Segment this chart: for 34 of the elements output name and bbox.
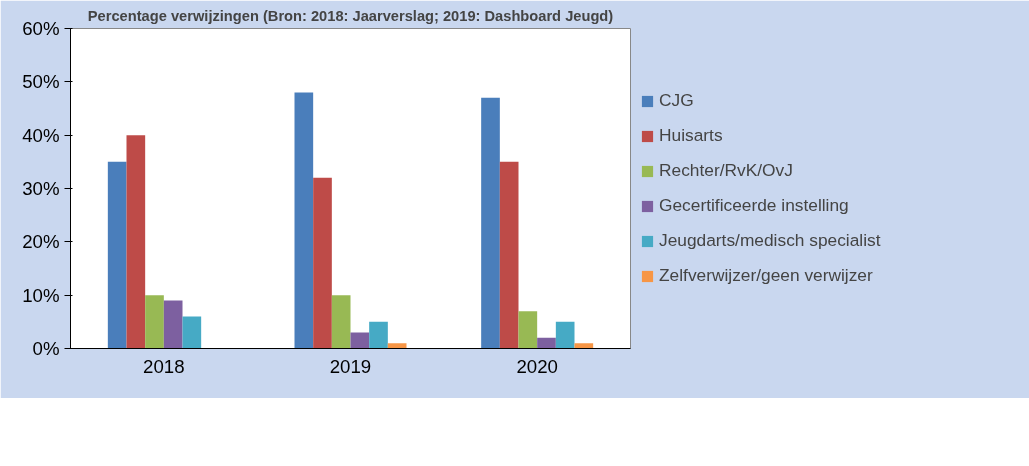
bar: [574, 343, 594, 349]
legend-label: Zelfverwijzer/geen verwijzer: [659, 265, 873, 286]
bar: [537, 337, 556, 349]
bar: [518, 311, 538, 349]
bar: [555, 321, 575, 349]
bar: [387, 343, 407, 349]
legend-label: Huisarts: [659, 125, 723, 146]
legend-label: Gecertificeerde instelling: [659, 195, 849, 216]
bar: [350, 332, 370, 349]
chart-title: Percentage verwijzingen (Bron: 2018: Jaarverslag; 2019: Dashboard Jeugd): [87, 7, 614, 24]
bar: [126, 135, 146, 349]
y-tick-label: 20%: [22, 231, 60, 253]
x-tick-label: 2020: [516, 355, 558, 377]
y-tick-label: 10%: [22, 284, 60, 306]
y-tick-label: 30%: [22, 178, 60, 199]
legend-label: CJG: [659, 90, 694, 111]
bar: [499, 161, 519, 349]
x-tick-label: 2018: [143, 355, 185, 377]
y-tick-label: 40%: [22, 124, 60, 146]
bar: [163, 300, 183, 349]
y-tick-label: 0%: [32, 338, 60, 359]
y-tick-label: 60%: [22, 18, 60, 39]
legend-label: Rechter/RvK/OvJ: [659, 160, 793, 181]
bar: [481, 97, 500, 349]
y-tick-label: 50%: [22, 71, 60, 93]
bar: [369, 321, 388, 349]
x-tick-label: 2019: [329, 355, 372, 377]
legend-label: Jeugdarts/medisch specialist: [659, 230, 881, 251]
bar: [182, 316, 202, 349]
bar: [107, 161, 127, 349]
bar: [294, 92, 314, 349]
bar: [145, 295, 164, 349]
bar: [313, 177, 332, 349]
bar: [331, 295, 351, 349]
